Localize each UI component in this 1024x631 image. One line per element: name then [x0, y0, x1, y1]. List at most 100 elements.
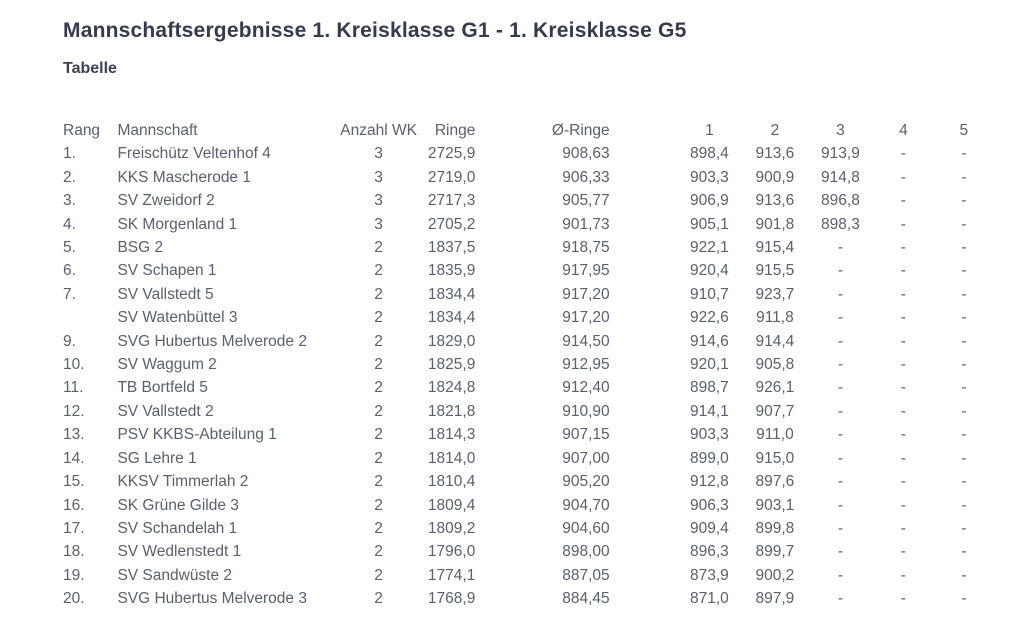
- cell-wk-3: -: [837, 262, 844, 280]
- table-row: 7. SV Vallstedt 5 2 1834,4 917,20 910,7 923,7 -…: [63, 283, 994, 306]
- column-header-wk-3: 3: [836, 122, 845, 139]
- cell-mannschaft: SK Grüne Gilde 3: [117, 496, 239, 514]
- cell-wk-3: -: [837, 239, 844, 257]
- header-row: Rang Mannschaft Anzahl WK Ringe Ø-Ringe 1 2 3 4 5: [63, 119, 994, 142]
- cell-ringe: 1810,4: [427, 473, 476, 491]
- cell-wk-4: -: [900, 590, 906, 608]
- cell-wk-1: 898,7: [690, 379, 729, 397]
- cell-wk-2: 915,5: [755, 262, 795, 280]
- cell-wk-4: -: [900, 473, 906, 491]
- cell-wk-3: 896,8: [821, 192, 860, 210]
- cell-mannschaft: SVG Hubertus Melverode 3: [117, 590, 307, 608]
- results-page: Mannschaftsergebnisse 1. Kreisklasse G1 …: [63, 19, 994, 608]
- cell-wk-3: -: [837, 496, 844, 514]
- results-table-head: Rang Mannschaft Anzahl WK Ringe Ø-Ringe 1 2 3 4 5: [63, 119, 994, 142]
- cell-wk-2: 913,6: [755, 192, 795, 210]
- cell-wk-3: -: [837, 309, 844, 327]
- cell-ringe: 1768,9: [427, 590, 476, 608]
- column-header-wk-5: 5: [959, 122, 969, 139]
- cell-wk-1: 898,4: [690, 145, 729, 163]
- cell-anzahl-wk: 3: [374, 215, 383, 233]
- cell-wk-2: 913,6: [755, 145, 795, 163]
- cell-anzahl-wk: 2: [374, 473, 383, 491]
- cell-wk-2: 926,1: [755, 379, 795, 397]
- cell-rang: 17.: [63, 519, 85, 537]
- cell-wk-2: 897,6: [755, 473, 795, 491]
- cell-ringe: 1814,3: [427, 426, 476, 444]
- cell-rang: 20.: [63, 590, 85, 608]
- cell-mannschaft: SV Waggum 2: [117, 356, 217, 374]
- cell-anzahl-wk: 2: [374, 449, 383, 467]
- cell-mannschaft: KKSV Timmerlah 2: [117, 473, 249, 491]
- cell-wk-3: -: [837, 590, 844, 608]
- column-header-ringe: Ringe: [434, 122, 476, 139]
- cell-wk-4: -: [900, 566, 906, 584]
- cell-anzahl-wk: 2: [374, 402, 383, 420]
- cell-wk-1: 899,0: [690, 449, 729, 467]
- cell-wk-5: -: [961, 449, 967, 467]
- cell-wk-5: -: [961, 192, 967, 210]
- cell-rang: 9.: [63, 332, 76, 350]
- cell-rang: 2.: [63, 168, 76, 186]
- column-header-wk-1: 1: [705, 122, 714, 139]
- cell-avg-ringe: 914,50: [562, 332, 610, 350]
- table-row: 12. SV Vallstedt 2 2 1821,8 910,90 914,1 907,7…: [63, 400, 994, 423]
- cell-wk-2: 914,4: [755, 332, 795, 350]
- cell-wk-1: 903,3: [690, 426, 729, 444]
- cell-avg-ringe: 907,00: [562, 449, 610, 467]
- cell-ringe: 1824,8: [427, 379, 476, 397]
- cell-avg-ringe: 904,70: [562, 496, 610, 514]
- cell-rang: 10.: [63, 356, 85, 374]
- cell-avg-ringe: 908,63: [562, 145, 610, 163]
- column-header-avg-ringe: Ø-Ringe: [551, 122, 610, 139]
- cell-avg-ringe: 917,20: [562, 309, 610, 327]
- cell-wk-4: -: [900, 239, 906, 257]
- cell-wk-2: 911,8: [756, 309, 794, 327]
- cell-wk-5: -: [961, 285, 967, 303]
- cell-wk-4: -: [900, 379, 906, 397]
- cell-avg-ringe: 917,20: [562, 285, 610, 303]
- cell-wk-5: -: [961, 543, 967, 561]
- table-row: 4. SK Morgenland 1 3 2705,2 901,73 905,1 901,8…: [63, 213, 994, 236]
- table-row: 19. SV Sandwüste 2 2 1774,1 887,05 873,9 900,2…: [63, 564, 994, 587]
- cell-ringe: 1837,5: [427, 239, 476, 257]
- cell-avg-ringe: 912,40: [562, 379, 610, 397]
- cell-rang: 11.: [63, 379, 84, 397]
- cell-avg-ringe: 912,95: [562, 356, 610, 374]
- cell-ringe: 1809,2: [427, 519, 476, 537]
- cell-wk-1: 906,3: [690, 496, 729, 514]
- cell-anzahl-wk: 2: [374, 543, 383, 561]
- cell-anzahl-wk: 2: [374, 332, 383, 350]
- cell-rang: 15.: [63, 473, 85, 491]
- cell-rang: 5.: [63, 239, 76, 257]
- cell-ringe: 2719,0: [427, 168, 476, 186]
- cell-mannschaft: SV Vallstedt 5: [117, 285, 214, 303]
- cell-anzahl-wk: 2: [374, 496, 383, 514]
- cell-wk-3: -: [837, 356, 844, 374]
- cell-wk-3: -: [837, 473, 844, 491]
- cell-wk-5: -: [961, 332, 967, 350]
- cell-rang: [63, 306, 117, 329]
- cell-wk-2: 923,7: [755, 285, 795, 303]
- table-row: 10. SV Waggum 2 2 1825,9 912,95 920,1 905,8 - - -: [63, 353, 994, 376]
- cell-rang: 13.: [63, 426, 85, 444]
- cell-wk-5: -: [961, 426, 967, 444]
- cell-wk-1: 905,1: [690, 215, 729, 233]
- cell-mannschaft: SG Lehre 1: [117, 449, 197, 467]
- table-row: 11. TB Bortfeld 5 2 1824,8 912,40 898,7 926,1 -…: [63, 376, 994, 399]
- cell-ringe: 1835,9: [427, 262, 476, 280]
- cell-wk-4: -: [900, 145, 906, 163]
- cell-wk-3: 913,9: [821, 145, 860, 163]
- column-header-anzahl-wk: Anzahl WK: [340, 122, 417, 139]
- cell-anzahl-wk: 2: [374, 590, 383, 608]
- cell-ringe: 1825,9: [427, 356, 476, 374]
- cell-wk-1: 920,1: [690, 356, 729, 374]
- cell-wk-1: 909,4: [690, 519, 729, 537]
- table-row: 14. SG Lehre 1 2 1814,0 907,00 899,0 915,0 - - -: [63, 447, 994, 470]
- table-row: 15. KKSV Timmerlah 2 2 1810,4 905,20 912,8 897…: [63, 470, 994, 493]
- cell-wk-3: -: [837, 332, 844, 350]
- cell-avg-ringe: 905,77: [562, 192, 610, 210]
- cell-wk-1: 903,3: [690, 168, 729, 186]
- cell-wk-5: -: [961, 379, 967, 397]
- cell-wk-5: -: [961, 402, 967, 420]
